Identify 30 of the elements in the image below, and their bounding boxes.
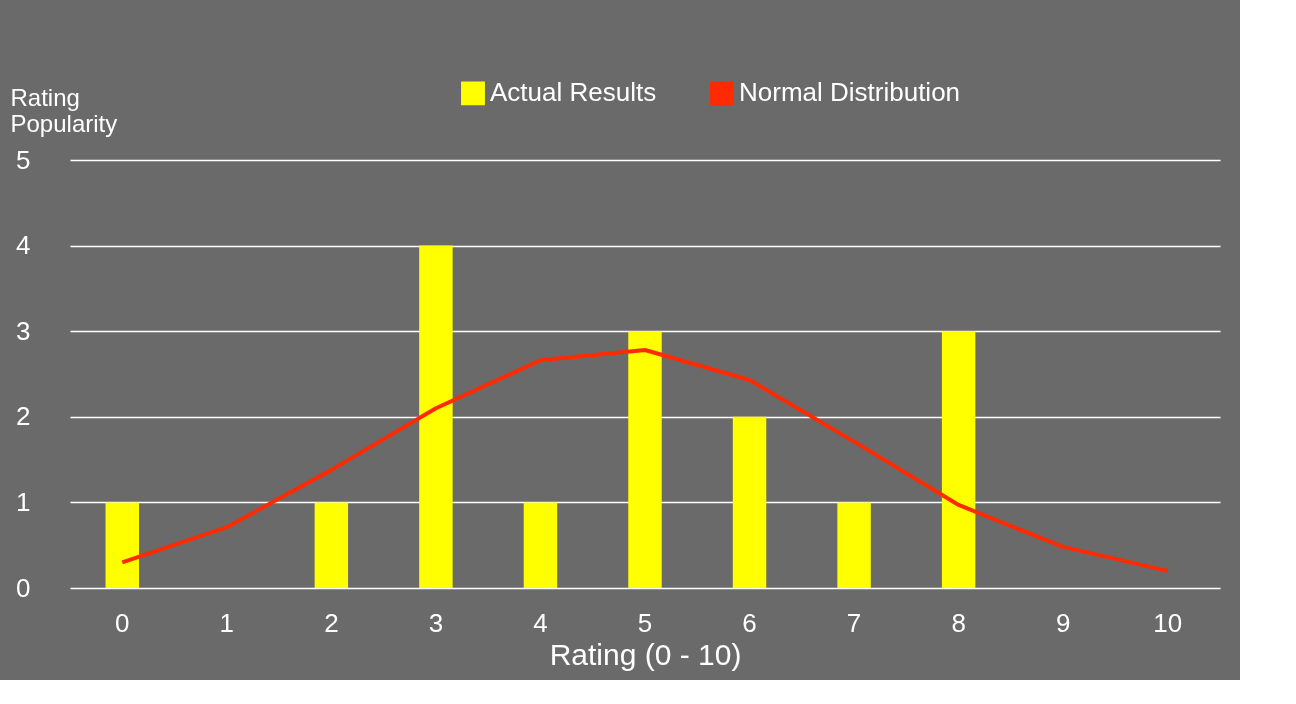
x-tick-label: 6: [742, 607, 757, 638]
y-tick-label: 4: [16, 230, 31, 261]
x-tick-label: 7: [846, 607, 862, 638]
bar: [837, 502, 871, 588]
bar: [523, 502, 558, 588]
x-axis-title: Rating (0 - 10): [549, 637, 742, 671]
x-tick-label: 4: [533, 607, 548, 638]
legend-label: Normal Distribution: [739, 77, 961, 108]
y-tick-label: 3: [16, 315, 31, 346]
y-tick-label: 0: [16, 572, 31, 603]
x-tick-label: 10: [1153, 607, 1183, 638]
x-tick-label: 2: [324, 607, 339, 638]
x-tick-label: 1: [219, 607, 235, 638]
bar: [732, 416, 767, 588]
y-axis-title: Rating Popularity: [10, 83, 118, 137]
bar: [941, 331, 976, 588]
line-series: [120, 348, 1170, 573]
x-tick-label: 3: [428, 607, 444, 638]
legend-label: Actual Results: [490, 77, 657, 108]
y-tick-label: 2: [16, 401, 31, 432]
x-tick-label: 9: [1055, 607, 1071, 638]
x-tick-label: 5: [637, 607, 653, 638]
bar: [628, 331, 662, 588]
y-tick-label: 1: [16, 486, 31, 517]
bar: [314, 502, 349, 588]
bar: [105, 502, 139, 588]
y-tick-label: 5: [16, 144, 31, 175]
x-tick-label: 0: [115, 607, 130, 638]
bar: [419, 245, 453, 588]
x-tick-label: 8: [951, 607, 966, 638]
